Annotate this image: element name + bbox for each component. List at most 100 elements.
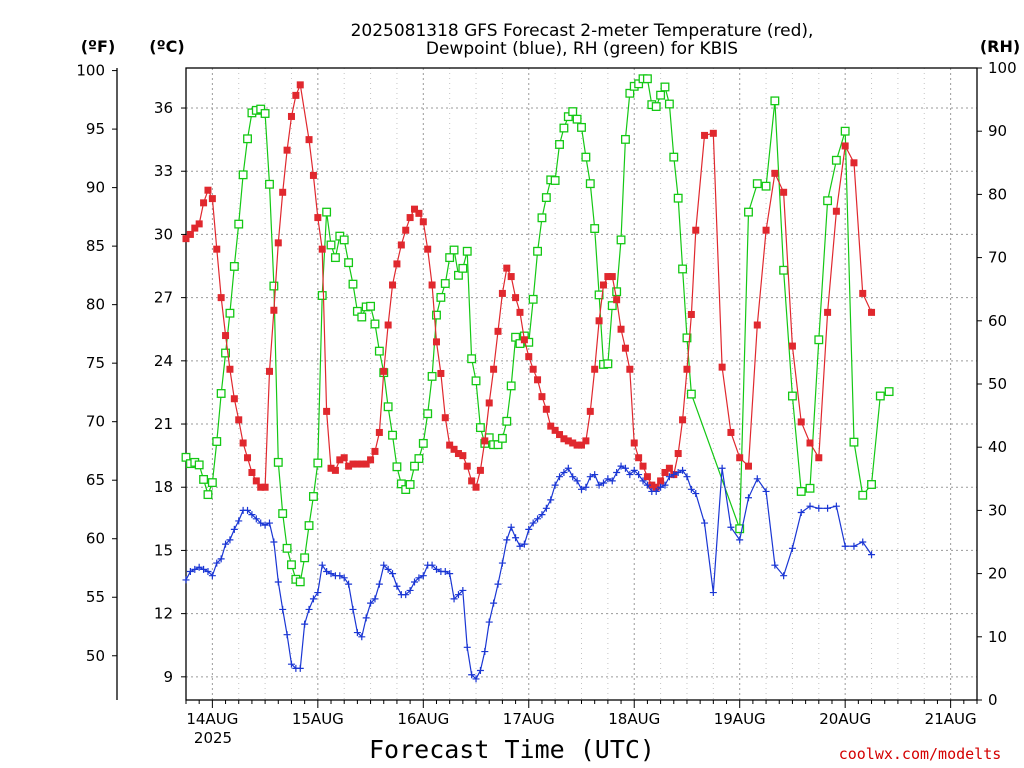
- rh-line: [185, 78, 890, 583]
- rh-point: [194, 460, 204, 470]
- rh-point: [664, 99, 674, 109]
- x-axis-label: Forecast Time (UTC): [369, 735, 655, 764]
- dewpoint-point: [578, 485, 585, 493]
- rh-point: [678, 264, 688, 274]
- rh-point: [568, 107, 578, 117]
- fahrenheit-tick-label: 90: [86, 179, 105, 197]
- temperature-point: [252, 477, 260, 485]
- dewpoint-point: [415, 574, 423, 582]
- temperature-point: [538, 393, 546, 401]
- celsius-tick-label: 21: [154, 415, 173, 433]
- temperature-point: [841, 142, 849, 150]
- dewpoint-point: [709, 589, 717, 597]
- temperature-point: [476, 466, 484, 474]
- temperature-point: [323, 407, 331, 415]
- dewpoint-point: [476, 667, 484, 675]
- dewpoint-point: [868, 551, 876, 559]
- rh-point: [388, 430, 397, 440]
- rh-point: [410, 461, 419, 471]
- rh-point: [884, 387, 894, 397]
- temperature-point: [613, 296, 621, 304]
- temperature-point: [428, 281, 436, 289]
- temperature-point: [437, 369, 445, 377]
- rh-point: [603, 359, 613, 369]
- temperature-point: [560, 435, 568, 443]
- temperature-point: [441, 414, 449, 422]
- rh-point: [221, 348, 230, 358]
- fahrenheit-unit-label: (ºF): [81, 37, 116, 56]
- temperature-point: [512, 294, 520, 302]
- temperature-point: [380, 367, 388, 375]
- rh-point: [212, 437, 222, 446]
- temperature-point: [744, 462, 752, 470]
- dewpoint-point: [244, 506, 252, 514]
- temperature-point: [797, 418, 805, 426]
- dewpoint-point: [481, 648, 489, 656]
- rh-point: [814, 335, 824, 345]
- temperature-point: [520, 336, 528, 344]
- dewpoint-point: [762, 487, 770, 495]
- temperature-line: [185, 82, 873, 489]
- dewpoint-point: [599, 479, 607, 487]
- temperature-point: [406, 214, 414, 222]
- rh-point: [840, 126, 850, 136]
- temperature-point: [652, 483, 660, 491]
- temperature-point: [639, 462, 647, 470]
- dewpoint-point: [261, 521, 269, 529]
- temperature-point: [599, 281, 607, 289]
- rh-point: [414, 454, 424, 464]
- rh-point: [260, 109, 270, 118]
- rh-point: [849, 437, 859, 447]
- dewpoint-point: [788, 544, 796, 552]
- rh-point: [427, 371, 437, 381]
- dewpoint-point: [591, 471, 599, 479]
- temperature-point: [375, 428, 383, 436]
- temperature-point: [327, 464, 335, 472]
- rh-point: [555, 140, 564, 149]
- rh-tick-label: 30: [988, 501, 1007, 519]
- temperature-point: [305, 136, 313, 144]
- temperature-point: [753, 321, 761, 329]
- temperature-point: [283, 146, 291, 154]
- temperature-point: [186, 230, 194, 238]
- temperature-point: [200, 199, 208, 207]
- rh-point: [607, 301, 617, 311]
- temperature-point: [265, 367, 273, 375]
- dewpoint-point: [824, 504, 832, 512]
- rh-point: [458, 263, 468, 273]
- rh-tick-label: 50: [988, 375, 1007, 393]
- fahrenheit-tick-label: 80: [86, 296, 105, 314]
- temperature-point: [367, 456, 375, 464]
- temperature-point: [718, 363, 726, 371]
- temperature-point: [556, 431, 564, 439]
- dewpoint-point: [701, 519, 709, 527]
- rh-point: [528, 294, 538, 304]
- dewpoint-point: [406, 586, 414, 594]
- rh-point: [572, 114, 582, 124]
- temperature-point: [362, 460, 370, 468]
- rh-tick-label: 100: [988, 59, 1017, 77]
- rh-point: [374, 346, 384, 356]
- dewpoint-point: [393, 582, 401, 590]
- x-tick-label: 20AUG: [819, 710, 871, 728]
- rh-point: [326, 240, 336, 250]
- dewpoint-point: [485, 618, 493, 626]
- temperature-point: [195, 220, 203, 228]
- temperature-point: [485, 399, 493, 407]
- rh-point: [357, 312, 367, 322]
- rh-tick-label: 80: [988, 185, 1007, 203]
- rh-point: [506, 381, 516, 391]
- temperature-point: [687, 310, 695, 318]
- dewpoint-point: [859, 538, 867, 546]
- rh-point: [612, 287, 622, 297]
- tick-labels: 5055606570758085909510091215182124273033…: [76, 59, 1016, 728]
- rh-point: [278, 509, 288, 519]
- dewpoint-point: [468, 671, 476, 679]
- rh-tick-label: 60: [988, 312, 1007, 330]
- temperature-point: [630, 439, 638, 447]
- dewpoint-point: [186, 567, 194, 575]
- temperature-point: [239, 439, 247, 447]
- rh-point: [199, 474, 209, 484]
- rh-point: [467, 354, 477, 364]
- rh-point: [243, 134, 252, 144]
